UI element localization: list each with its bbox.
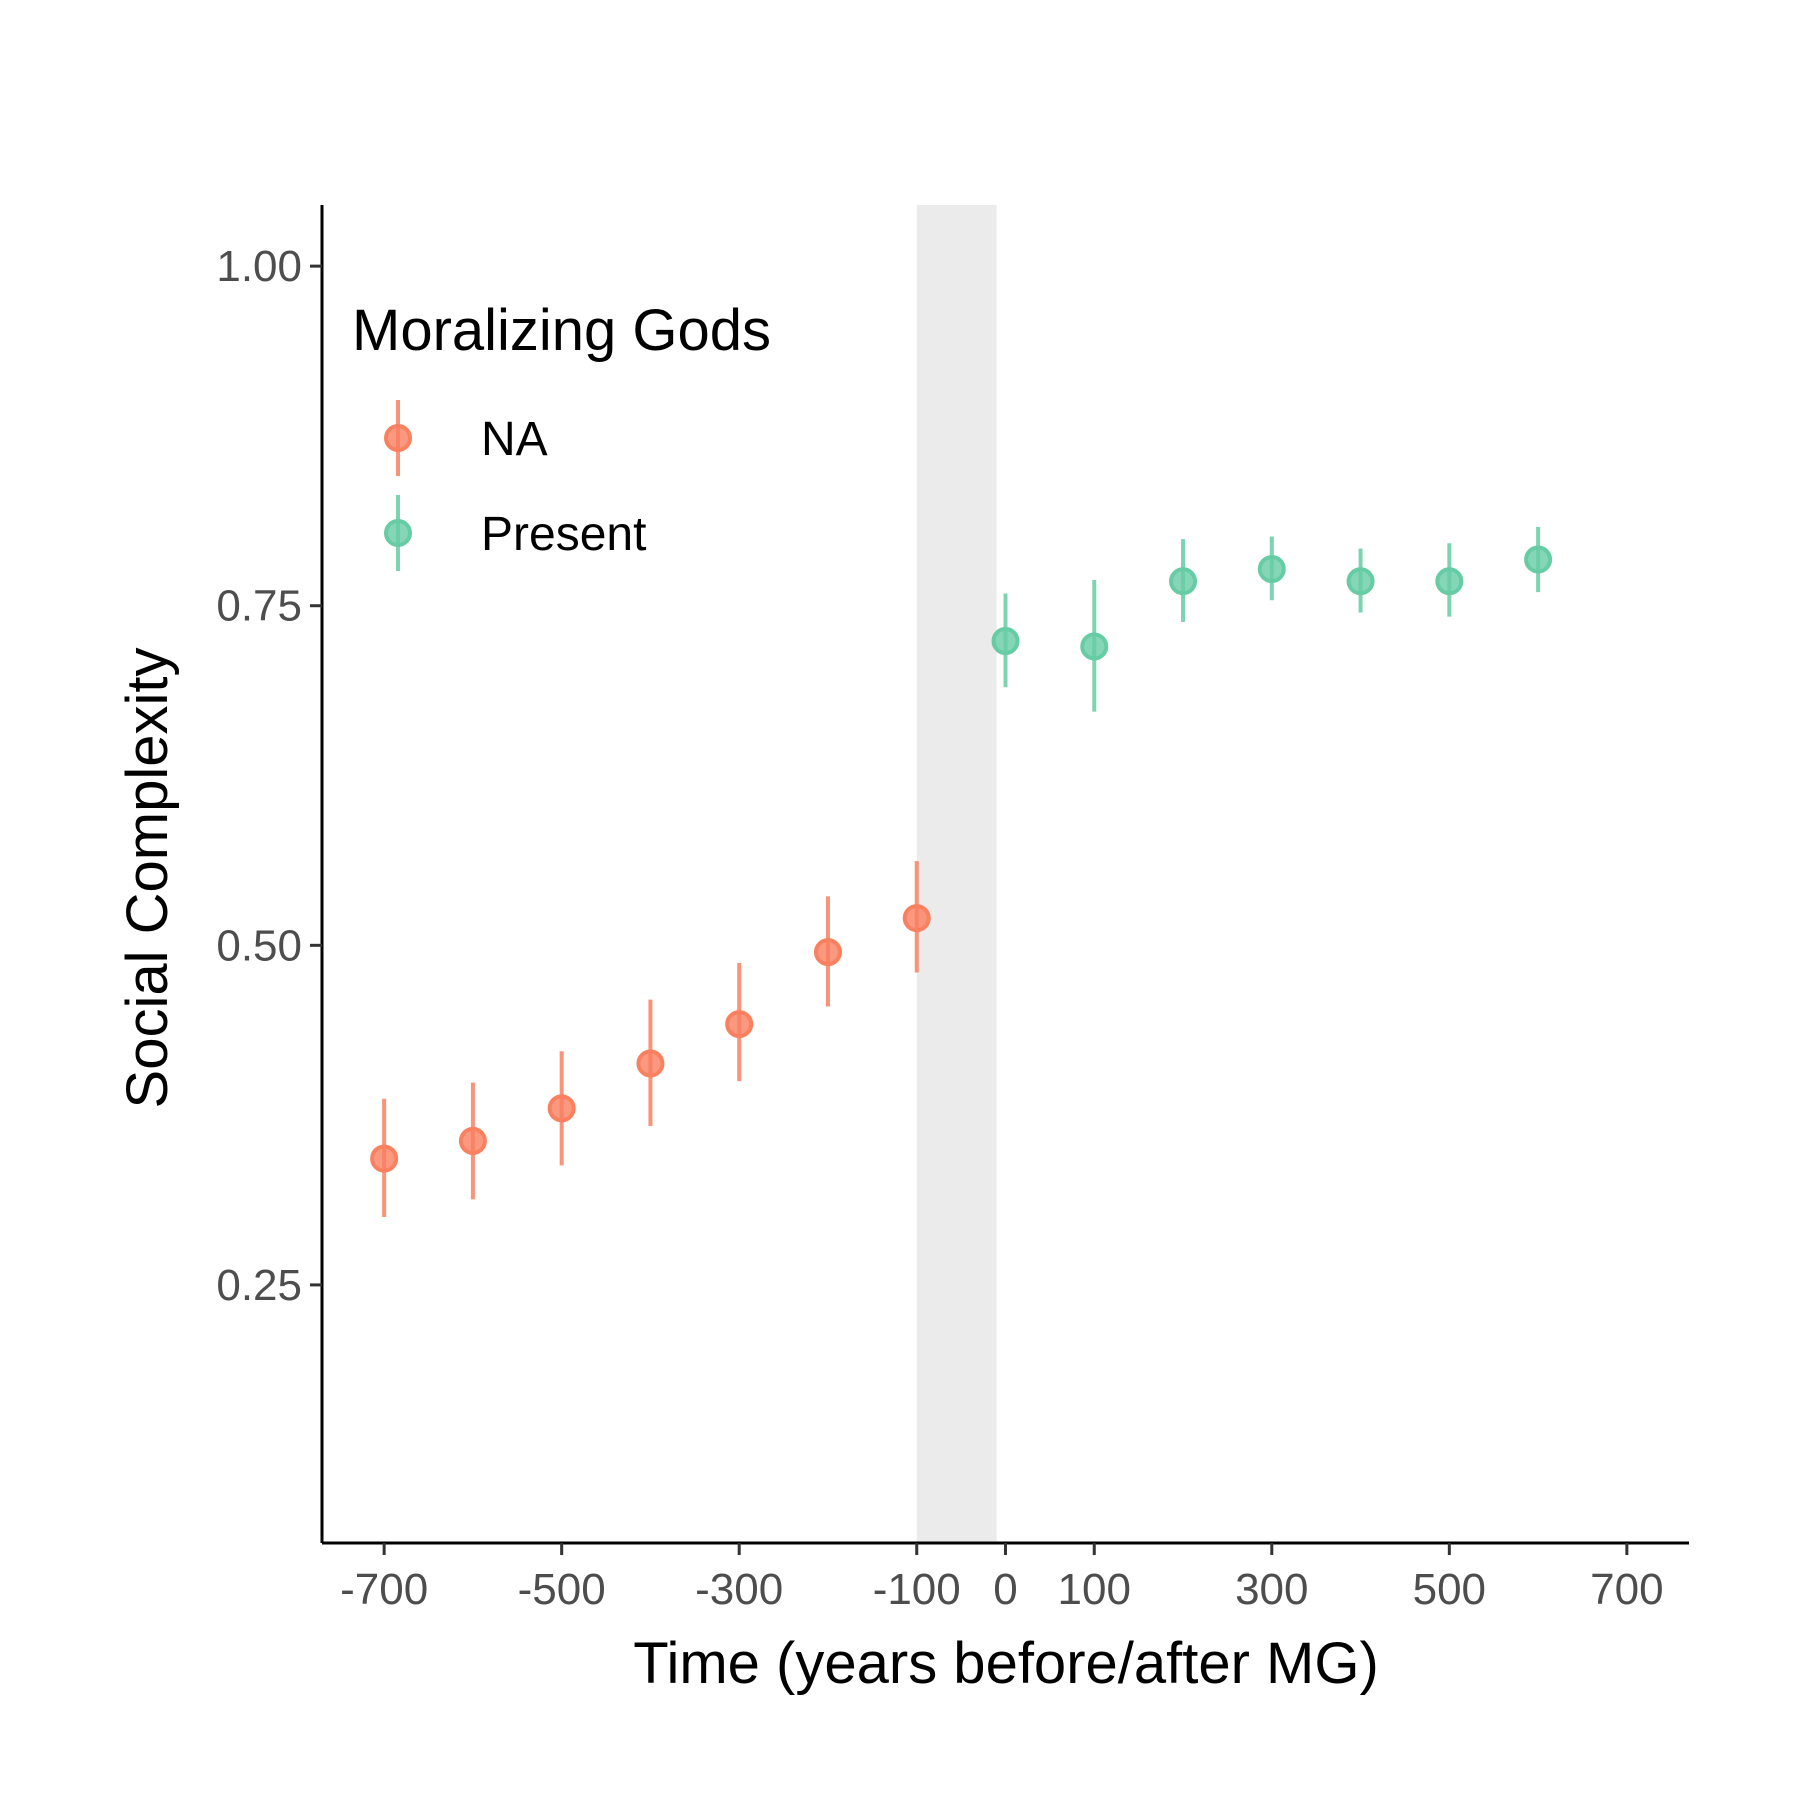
legend-key-point-na bbox=[384, 424, 412, 452]
data-point-present-1 bbox=[1080, 632, 1109, 661]
x-tick-label-1: -500 bbox=[518, 1565, 606, 1614]
x-tick-label-0: -700 bbox=[340, 1565, 428, 1614]
x-tick-label-4: 0 bbox=[993, 1565, 1017, 1614]
legend-key-point-present bbox=[384, 519, 412, 547]
data-point-present-2 bbox=[1169, 567, 1198, 596]
data-point-present-3 bbox=[1257, 555, 1286, 584]
data-point-na-1 bbox=[458, 1126, 487, 1155]
y-tick-label-1: 0.50 bbox=[216, 921, 302, 970]
x-tick-label-3: -100 bbox=[873, 1565, 961, 1614]
data-point-present-5 bbox=[1435, 567, 1464, 596]
legend: Moralizing Gods NA Present bbox=[352, 298, 771, 571]
y-tick-label-2: 0.75 bbox=[216, 582, 302, 631]
x-tick-label-7: 500 bbox=[1413, 1565, 1486, 1614]
x-tick-label-8: 700 bbox=[1590, 1565, 1663, 1614]
y-tick-label-0: 0.25 bbox=[216, 1261, 302, 1310]
x-tick-label-6: 300 bbox=[1235, 1565, 1308, 1614]
data-points-layer bbox=[370, 526, 1553, 1217]
x-tick-label-2: -300 bbox=[695, 1565, 783, 1614]
shaded-region bbox=[916, 205, 997, 1543]
y-axis-title: Social Complexity bbox=[115, 648, 180, 1109]
data-point-present-6 bbox=[1524, 545, 1553, 574]
y-tick-label-3: 1.00 bbox=[216, 242, 302, 291]
data-point-na-5 bbox=[813, 938, 842, 967]
data-point-present-0 bbox=[991, 627, 1020, 656]
legend-label-na: NA bbox=[481, 413, 548, 466]
legend-label-present: Present bbox=[481, 508, 646, 561]
x-axis-title: Time (years before/after MG) bbox=[633, 1631, 1379, 1696]
data-point-na-6 bbox=[902, 904, 931, 933]
shaded-region-layer bbox=[916, 205, 997, 1543]
data-point-na-2 bbox=[547, 1094, 576, 1123]
data-point-na-3 bbox=[636, 1049, 665, 1078]
data-point-na-0 bbox=[370, 1144, 399, 1173]
x-tick-label-5: 100 bbox=[1058, 1565, 1131, 1614]
data-point-na-4 bbox=[725, 1010, 754, 1039]
axes-layer: 0.25 0.50 0.75 1.00 -700 -500 -300 -100 0 100 300 5… bbox=[216, 205, 1689, 1614]
data-point-present-4 bbox=[1346, 567, 1375, 596]
legend-title: Moralizing Gods bbox=[352, 298, 771, 363]
